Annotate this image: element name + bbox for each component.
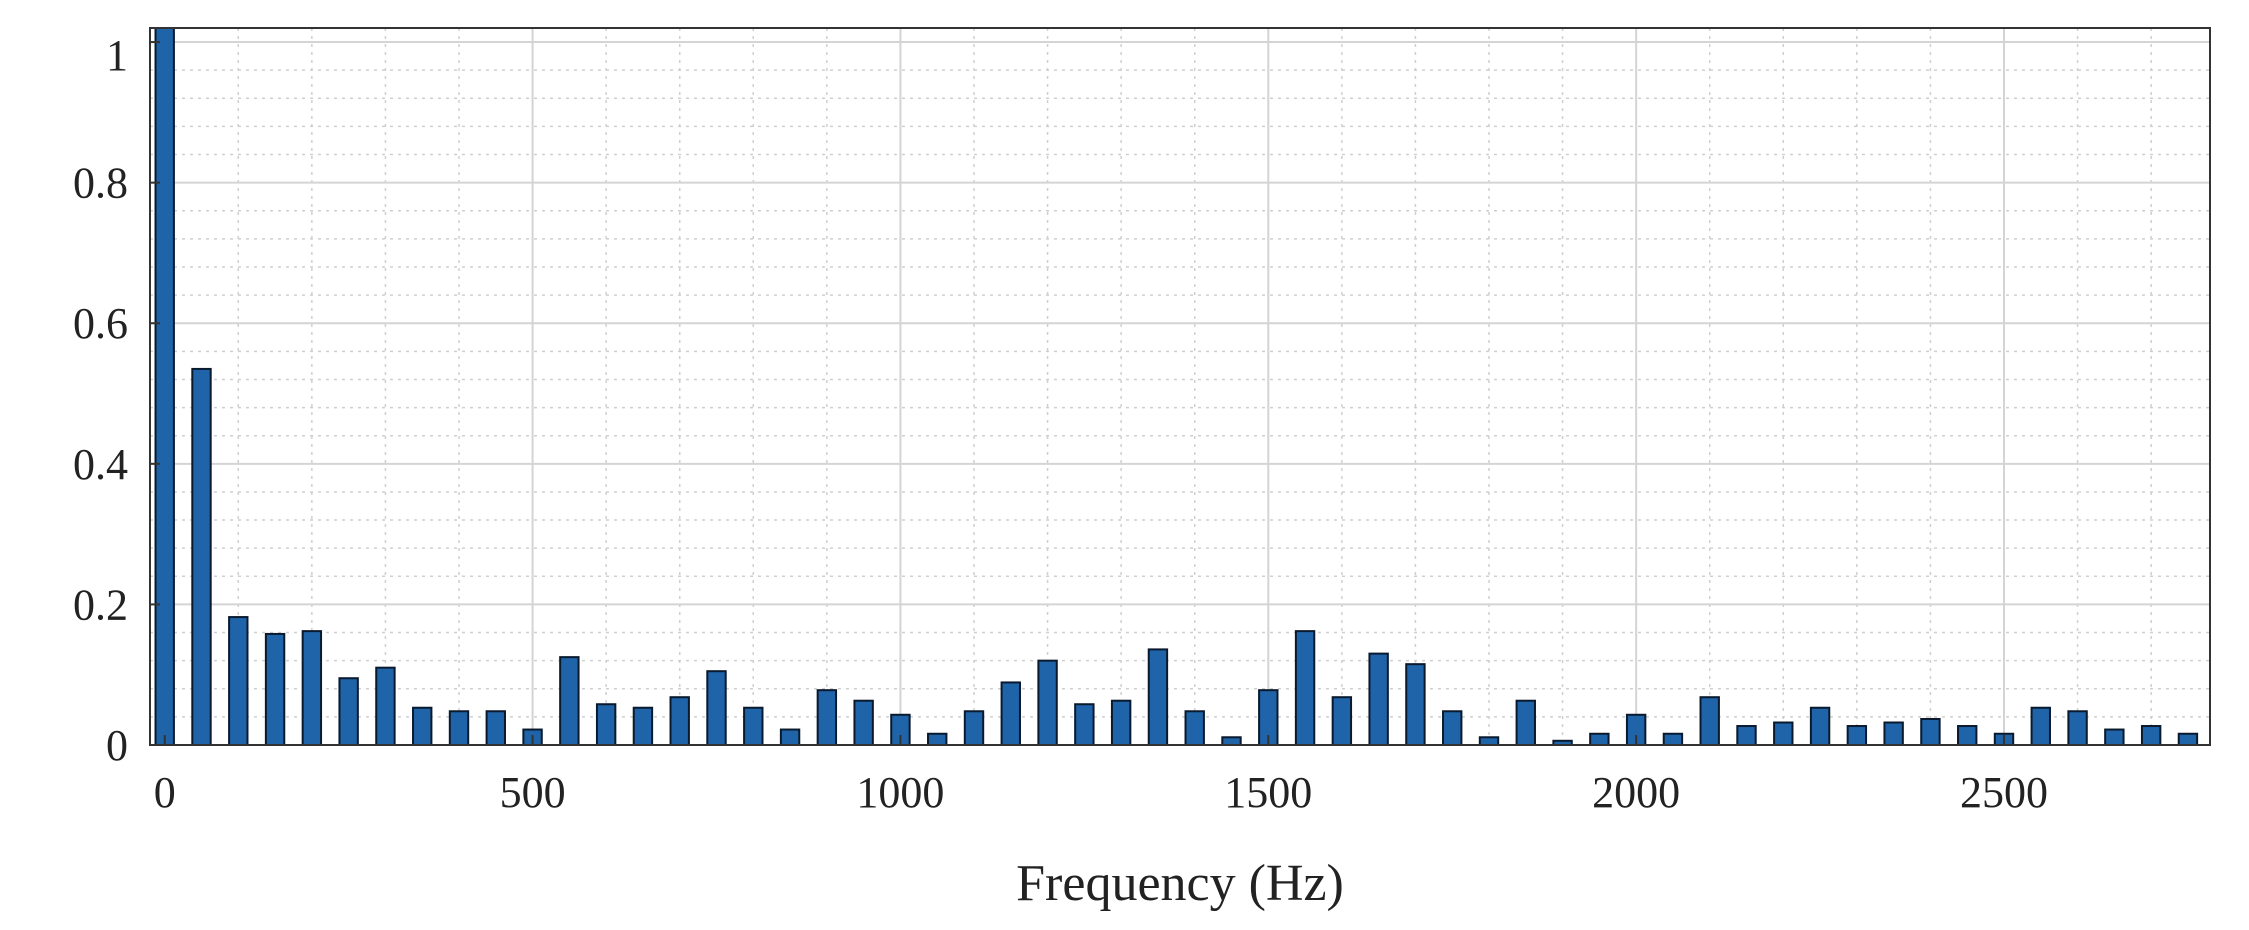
bar (963, 710, 985, 747)
x-tick-label: 500 (500, 768, 566, 817)
y-tick-label: 0.6 (73, 299, 128, 348)
x-tick-label: 0 (154, 768, 176, 817)
bar (1883, 721, 1904, 746)
bar (301, 630, 323, 747)
bar (1110, 699, 1132, 747)
bar (1037, 659, 1058, 746)
bar (1589, 732, 1610, 746)
bar (2067, 710, 2088, 747)
bar (338, 677, 359, 746)
bar (448, 710, 470, 747)
y-tick-label: 0.4 (73, 440, 128, 489)
bar (1147, 648, 1169, 747)
bar (1442, 710, 1463, 747)
bar (1478, 736, 1500, 746)
bar (191, 367, 212, 746)
y-tick-label: 0.8 (73, 159, 128, 208)
bar (2177, 732, 2199, 746)
bar (228, 616, 249, 746)
y-tick-label: 0.2 (73, 580, 128, 629)
bar (559, 656, 580, 746)
bar (1773, 721, 1794, 746)
minor-grid (150, 28, 2210, 745)
bar (927, 732, 948, 746)
bar (1074, 703, 1095, 747)
bar (1736, 725, 1757, 746)
x-tick-label: 1500 (1224, 768, 1312, 817)
bar (1662, 732, 1684, 746)
bar (1000, 681, 1021, 746)
bar (1221, 736, 1242, 746)
bar (706, 670, 727, 746)
y-axis-ticks: 0 0.2 0.4 0.6 0.8 1 (73, 31, 160, 770)
bar (1920, 717, 1941, 746)
y-tick-label: 1 (106, 31, 128, 80)
bar (853, 699, 874, 747)
bar (1846, 725, 1868, 746)
bar (595, 703, 617, 747)
bar (375, 666, 396, 746)
x-tick-label: 2000 (1592, 768, 1680, 817)
bar (1184, 710, 1205, 747)
bar (154, 27, 175, 746)
x-axis-ticks: 0 500 1000 1500 2000 2500 (154, 735, 2048, 817)
bar (1515, 699, 1536, 747)
bar (1699, 696, 1720, 747)
x-tick-label: 1000 (856, 768, 944, 817)
bar (816, 689, 838, 747)
x-axis-title: Frequency (Hz) (1016, 855, 1344, 912)
plot-frame (149, 27, 2211, 746)
y-tick-label: 0 (106, 721, 128, 770)
bar (779, 728, 801, 746)
bar (2030, 706, 2051, 747)
bar (1294, 630, 1316, 747)
bar (669, 696, 690, 747)
bar-series (154, 27, 2199, 747)
bar (1809, 706, 1831, 747)
bar (2140, 725, 2162, 746)
bar (485, 710, 506, 747)
bar (1957, 725, 1978, 746)
bar (1368, 652, 1389, 747)
bar (412, 706, 433, 747)
bar (2104, 728, 2125, 746)
bar (1331, 696, 1353, 747)
bar (264, 632, 286, 747)
bar (1405, 663, 1426, 746)
x-tick-label: 2500 (1960, 768, 2048, 817)
bar (743, 706, 764, 747)
bar (632, 706, 654, 747)
